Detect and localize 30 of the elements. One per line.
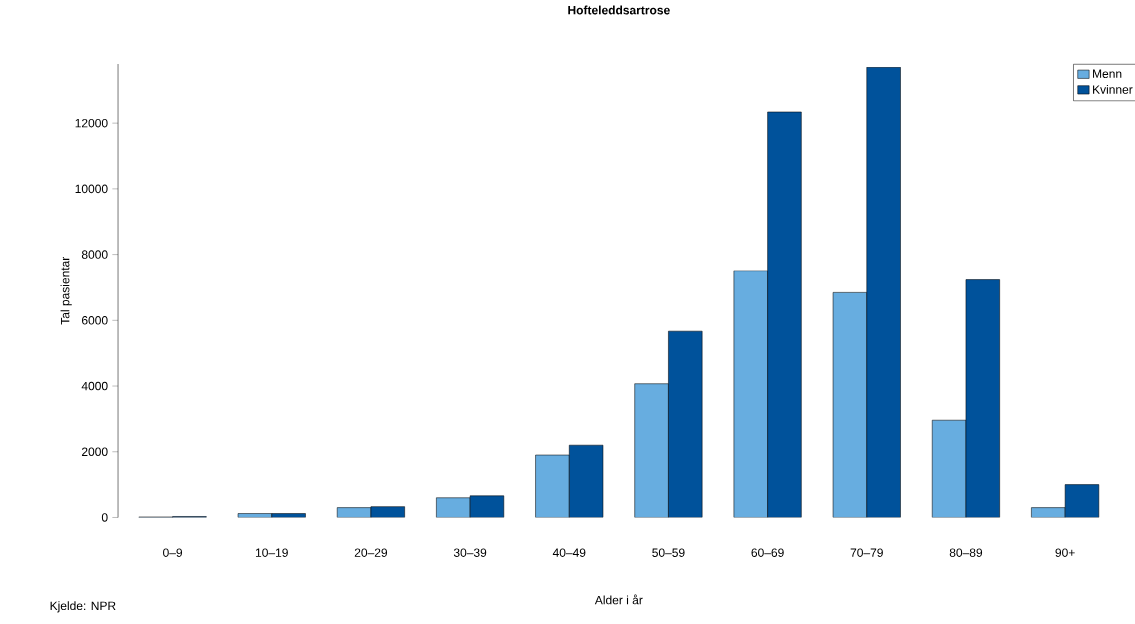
x-tick-label: 80–89: [949, 548, 983, 557]
y-tick-label: 0: [101, 513, 108, 522]
x-tick-label: 30–39: [453, 548, 487, 557]
bar: [1064, 484, 1100, 518]
x-tick-label: 0–9: [163, 548, 183, 557]
x-tick-label: 10–19: [255, 548, 288, 557]
y-tick-label: 8000: [81, 250, 108, 259]
x-tick-label: 40–49: [552, 548, 586, 557]
bar: [569, 444, 604, 518]
bar: [866, 66, 901, 518]
chart-title: Hofteleddsartrose: [568, 5, 670, 15]
x-tick-label: 60–69: [751, 548, 784, 557]
text: Kjelde: NPR: [50, 601, 116, 613]
legend-label: Menn: [1093, 69, 1122, 78]
bar: [767, 111, 802, 518]
legend-label: Kvinner: [1093, 84, 1133, 94]
bar: [668, 330, 703, 518]
x-tick-label: 90+: [1055, 548, 1075, 557]
y-axis-title: Tal pasientar: [60, 256, 72, 325]
y-tick-label: 10000: [75, 184, 108, 194]
x-tick-label: 50–59: [652, 548, 685, 557]
bar: [965, 279, 1000, 518]
x-tick-label: 70–79: [850, 548, 883, 557]
y-tick-label: 12000: [75, 118, 108, 128]
y-tick-label: 2000: [81, 447, 108, 456]
x-tick-label: 20–29: [354, 548, 388, 557]
x-axis-title: Alder i år: [594, 594, 643, 605]
y-tick-label: 4000: [81, 381, 108, 391]
bar: [469, 495, 505, 518]
y-tick-label: 6000: [81, 315, 108, 325]
